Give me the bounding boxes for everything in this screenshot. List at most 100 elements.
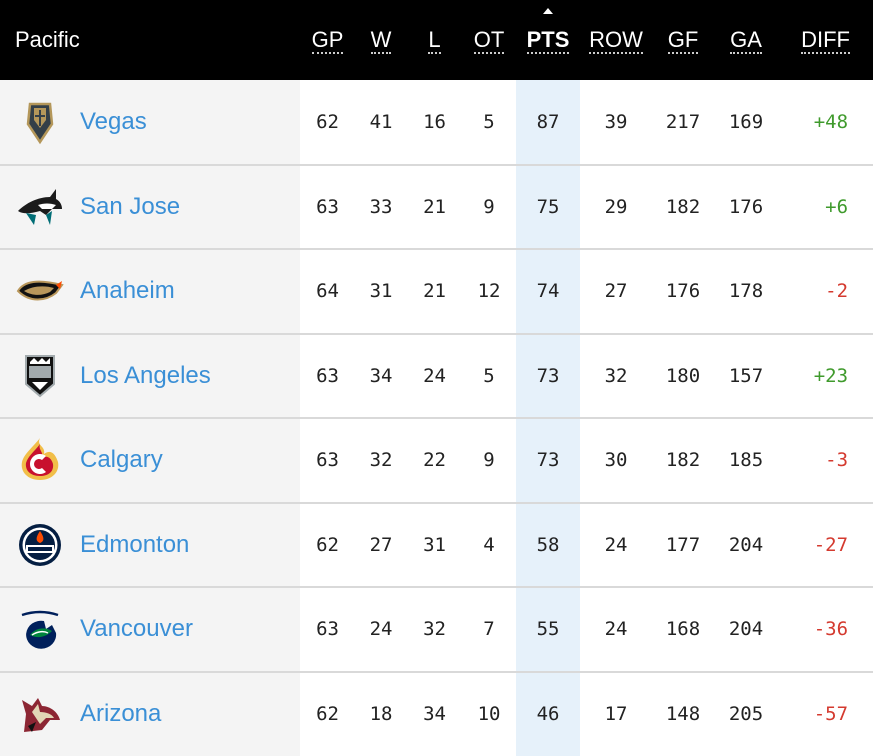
- stat-ga: 204: [714, 501, 779, 587]
- header-row: Pacific GP W L OT PTS ROW GF GA DIFF: [0, 0, 873, 80]
- stat-l: 32: [407, 586, 463, 672]
- team-name-cell: Vancouver: [80, 586, 301, 672]
- column-header-gf-label[interactable]: GF: [667, 26, 699, 54]
- column-header-w[interactable]: W: [355, 0, 407, 80]
- stat-gp: 63: [300, 163, 356, 249]
- stat-gp: 62: [316, 110, 339, 133]
- stat-row: 30: [580, 417, 653, 503]
- stat-ot: 5: [483, 110, 495, 133]
- sort-ascending-icon: [543, 8, 554, 14]
- column-header-ga-label[interactable]: GA: [730, 26, 762, 54]
- team-logo-cell: [0, 163, 80, 249]
- anaheim-ducks-logo-icon[interactable]: [16, 267, 64, 315]
- stat-pts: 58: [516, 501, 581, 587]
- stat-row: 27: [580, 248, 653, 334]
- division-title: Pacific: [0, 0, 300, 80]
- column-header-w-label[interactable]: W: [370, 26, 392, 54]
- stat-ot: 9: [462, 163, 517, 249]
- san-jose-sharks-logo-icon[interactable]: [16, 183, 64, 231]
- stat-ga: 185: [714, 417, 779, 503]
- edmonton-oilers-logo-icon[interactable]: [16, 521, 64, 569]
- stat-w: 41: [369, 110, 393, 133]
- team-link-edmonton[interactable]: Edmonton: [80, 530, 190, 558]
- team-logo-cell: [0, 417, 80, 503]
- vegas-golden-knights-logo-icon[interactable]: [16, 98, 64, 146]
- stat-row: 29: [580, 163, 653, 249]
- column-header-row[interactable]: ROW: [580, 0, 652, 80]
- arizona-coyotes-logo-icon[interactable]: [16, 690, 64, 738]
- stat-ot: 4: [462, 501, 517, 587]
- stat-gf: 217: [665, 110, 701, 133]
- table-row: Vegas 62 41 16 5 87 39 217 169 +48: [0, 80, 873, 165]
- division-title-text: Pacific: [15, 27, 80, 52]
- column-header-pts-label[interactable]: PTS: [526, 26, 570, 54]
- stat-gp: 62: [300, 670, 356, 756]
- stat-diff: -57: [778, 670, 873, 756]
- stat-ga: 204: [714, 586, 779, 672]
- stat-row: 24: [580, 501, 653, 587]
- stat-gf: 148: [652, 670, 715, 756]
- stat-ot: 9: [462, 417, 517, 503]
- stat-gf: 168: [652, 586, 715, 672]
- stat-ga: 176: [714, 163, 779, 249]
- stat-l: 22: [407, 417, 463, 503]
- stat-pts: 55: [516, 586, 581, 672]
- stat-w: 31: [355, 248, 408, 334]
- table-row: Vancouver 63 24 32 7 55 24 168 204 -36: [0, 586, 873, 672]
- stat-l: 21: [407, 248, 463, 334]
- column-header-ot[interactable]: OT: [462, 0, 516, 80]
- stat-ot: 5: [462, 332, 517, 418]
- stat-pts: 74: [516, 248, 581, 334]
- column-header-l[interactable]: L: [407, 0, 462, 80]
- table-row: Calgary 63 32 22 9 73 30 182 185 -3: [0, 417, 873, 503]
- stat-gf: 176: [652, 248, 715, 334]
- column-header-row-label[interactable]: ROW: [589, 26, 643, 54]
- los-angeles-kings-logo-icon[interactable]: [16, 352, 64, 400]
- team-link-los-angeles[interactable]: Los Angeles: [80, 361, 211, 389]
- stat-pts: 73: [516, 417, 581, 503]
- team-link-san-jose[interactable]: San Jose: [80, 192, 181, 220]
- column-header-gf[interactable]: GF: [652, 0, 714, 80]
- column-header-diff-label[interactable]: DIFF: [801, 26, 850, 54]
- stat-gp: 62: [300, 501, 356, 587]
- stat-gp: 63: [300, 586, 356, 672]
- team-name-cell: San Jose: [80, 163, 301, 249]
- column-header-ga[interactable]: GA: [714, 0, 778, 80]
- stat-diff: -27: [778, 501, 873, 587]
- stat-gf: 182: [652, 417, 715, 503]
- stat-pts: 46: [516, 670, 581, 756]
- stat-row: 17: [580, 670, 653, 756]
- stat-ga: 169: [728, 110, 764, 133]
- column-header-diff[interactable]: DIFF: [778, 0, 873, 80]
- team-link-anaheim[interactable]: Anaheim: [80, 277, 175, 305]
- column-header-gp[interactable]: GP: [300, 0, 355, 80]
- calgary-flames-logo-icon[interactable]: [16, 436, 64, 484]
- team-name-cell: Edmonton: [80, 501, 301, 587]
- stat-ot: 10: [462, 670, 517, 756]
- team-link-vegas[interactable]: Vegas: [80, 107, 147, 135]
- team-link-arizona[interactable]: Arizona: [80, 700, 162, 728]
- vancouver-canucks-logo-icon[interactable]: [16, 605, 64, 653]
- team-name-cell: Anaheim: [80, 248, 301, 334]
- stat-gp: 63: [300, 417, 356, 503]
- column-header-pts[interactable]: PTS: [516, 0, 580, 80]
- stat-w: 34: [355, 332, 408, 418]
- team-logo-cell: [0, 332, 80, 418]
- column-header-gp-label[interactable]: GP: [311, 26, 344, 54]
- team-logo-cell: [0, 80, 80, 165]
- stat-l: 16: [423, 110, 446, 133]
- stat-pts: 73: [516, 332, 581, 418]
- stat-w: 24: [355, 586, 408, 672]
- stat-ga: 157: [714, 332, 779, 418]
- table-row: Anaheim 64 31 21 12 74 27 176 178 -2: [0, 248, 873, 334]
- column-header-l-label[interactable]: L: [428, 26, 441, 54]
- column-header-ot-label[interactable]: OT: [473, 26, 505, 54]
- team-logo-cell: [0, 586, 80, 672]
- stat-ot: 12: [462, 248, 517, 334]
- team-name-cell: Arizona: [80, 670, 301, 756]
- team-link-calgary[interactable]: Calgary: [80, 446, 163, 474]
- stat-l: 21: [407, 163, 463, 249]
- team-link-vancouver[interactable]: Vancouver: [80, 615, 193, 643]
- stat-diff: +48: [813, 110, 849, 133]
